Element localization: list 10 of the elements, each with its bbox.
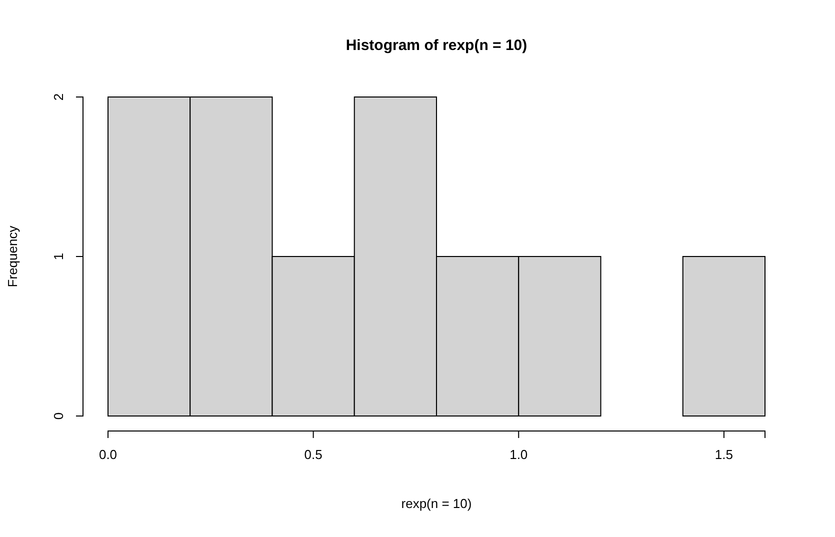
y-tick-label: 1 (51, 252, 66, 260)
x-tick-label: 1.5 (714, 447, 733, 462)
y-axis-title: Frequency (5, 225, 20, 288)
x-tick-label: 0.5 (304, 447, 322, 462)
x-axis-title: rexp(n = 10) (401, 496, 472, 511)
chart-title: Histogram of rexp(n = 10) (346, 37, 528, 54)
x-tick-label: 1.0 (510, 447, 528, 462)
y-tick-label: 2 (51, 93, 66, 101)
x-tick-label: 0.0 (98, 447, 118, 462)
y-tick-label: 0 (51, 412, 66, 420)
